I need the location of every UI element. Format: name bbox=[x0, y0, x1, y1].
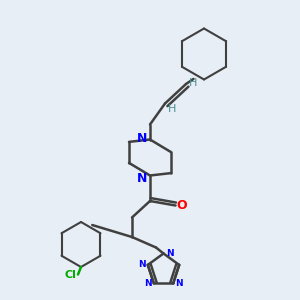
Text: N: N bbox=[137, 131, 148, 145]
Text: Cl: Cl bbox=[64, 269, 76, 280]
Text: N: N bbox=[176, 279, 183, 288]
Text: H: H bbox=[168, 104, 177, 115]
Text: N: N bbox=[137, 172, 148, 185]
Text: H: H bbox=[189, 77, 198, 88]
Text: N: N bbox=[166, 249, 173, 258]
Text: O: O bbox=[176, 199, 187, 212]
Text: N: N bbox=[138, 260, 146, 269]
Text: N: N bbox=[144, 279, 152, 288]
